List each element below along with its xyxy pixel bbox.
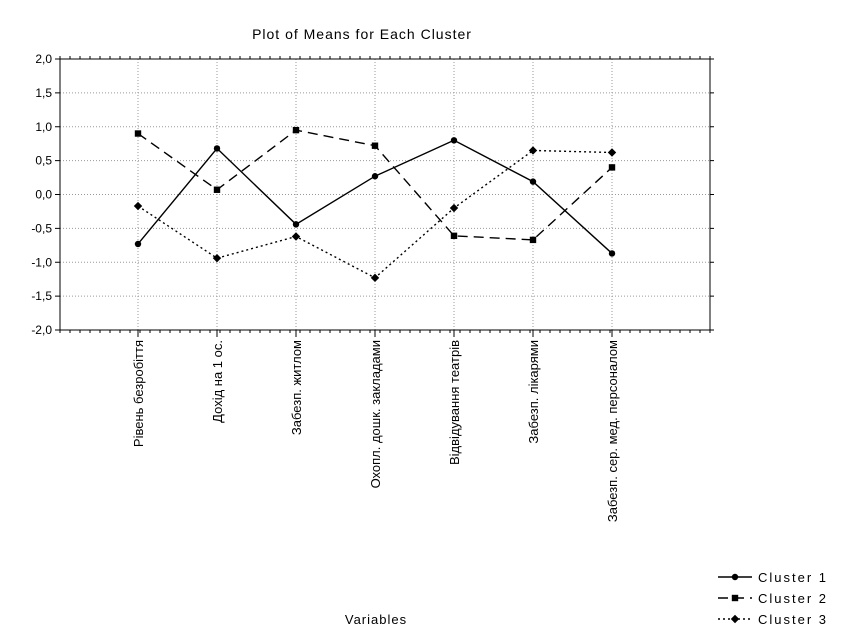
series-layer: [133, 126, 617, 283]
x-tick-label: Забезп. житлом: [289, 340, 304, 435]
data-point: [731, 573, 739, 581]
data-point: [607, 148, 617, 157]
series-2: [134, 126, 616, 244]
x-tick-label: Охопл. дошк. закладами: [368, 340, 383, 488]
legend-label: Cluster 1: [758, 570, 828, 585]
data-point: [292, 126, 300, 134]
x-tick-label: Рівень безробіття: [131, 340, 146, 447]
y-tick-label: 0,0: [35, 188, 52, 202]
data-point: [608, 250, 616, 257]
y-tick-label: -1,5: [31, 289, 52, 303]
data-point: [291, 232, 301, 241]
data-point: [450, 137, 458, 144]
y-tick-label: 1,5: [35, 86, 52, 100]
series-line: [137, 149, 613, 279]
x-axis: Рівень безробіття Дохід на 1 ос. Забезп. ж…: [59, 56, 711, 522]
legend-label: Cluster 2: [758, 591, 828, 606]
data-point: [450, 232, 458, 240]
series-3: [133, 146, 617, 283]
data-point: [731, 594, 739, 602]
data-point: [212, 253, 222, 263]
legend-item-2: Cluster 2: [718, 591, 828, 606]
series-1: [134, 137, 616, 257]
x-tick-label: Забезп. сер. мед. персоналом: [605, 340, 620, 522]
data-point: [133, 201, 143, 211]
y-tick-label: -2,0: [31, 323, 52, 337]
y-tick-label: 2,0: [35, 52, 52, 66]
data-point: [528, 146, 538, 155]
y-axis: 2,0 1,5 1,0 0,5 0,0 -0,5 -1,0 -1,5 -2,0: [31, 52, 714, 337]
x-tick-label: Дохід на 1 ос.: [210, 340, 225, 423]
legend: Cluster 1 Cluster 2 Cluster 3: [718, 570, 828, 627]
data-point: [529, 236, 537, 244]
x-tick-label: Відвідування театрів: [447, 340, 462, 465]
data-point: [292, 221, 300, 228]
data-point: [213, 145, 221, 152]
data-point: [213, 186, 221, 193]
data-point: [730, 614, 740, 624]
x-tick-label: Забезп. лікарями: [526, 340, 541, 444]
y-tick-label: -0,5: [31, 221, 52, 235]
legend-label: Cluster 3: [758, 612, 828, 627]
legend-item-3: Cluster 3: [718, 612, 828, 627]
data-point: [371, 142, 379, 149]
y-tick-label: 0,5: [35, 154, 52, 168]
data-point: [371, 173, 379, 180]
grid-layer: [60, 59, 710, 330]
data-point: [370, 273, 380, 283]
data-point: [529, 178, 537, 185]
y-tick-label: 1,0: [35, 120, 52, 134]
data-point: [608, 164, 616, 171]
x-axis-label: Variables: [345, 612, 407, 627]
chart-title: Plot of Means for Each Cluster: [252, 26, 472, 42]
legend-item-1: Cluster 1: [718, 570, 828, 585]
data-point: [134, 240, 142, 248]
data-point: [449, 203, 459, 213]
data-point: [134, 130, 142, 137]
y-tick-label: -1,0: [31, 255, 52, 269]
